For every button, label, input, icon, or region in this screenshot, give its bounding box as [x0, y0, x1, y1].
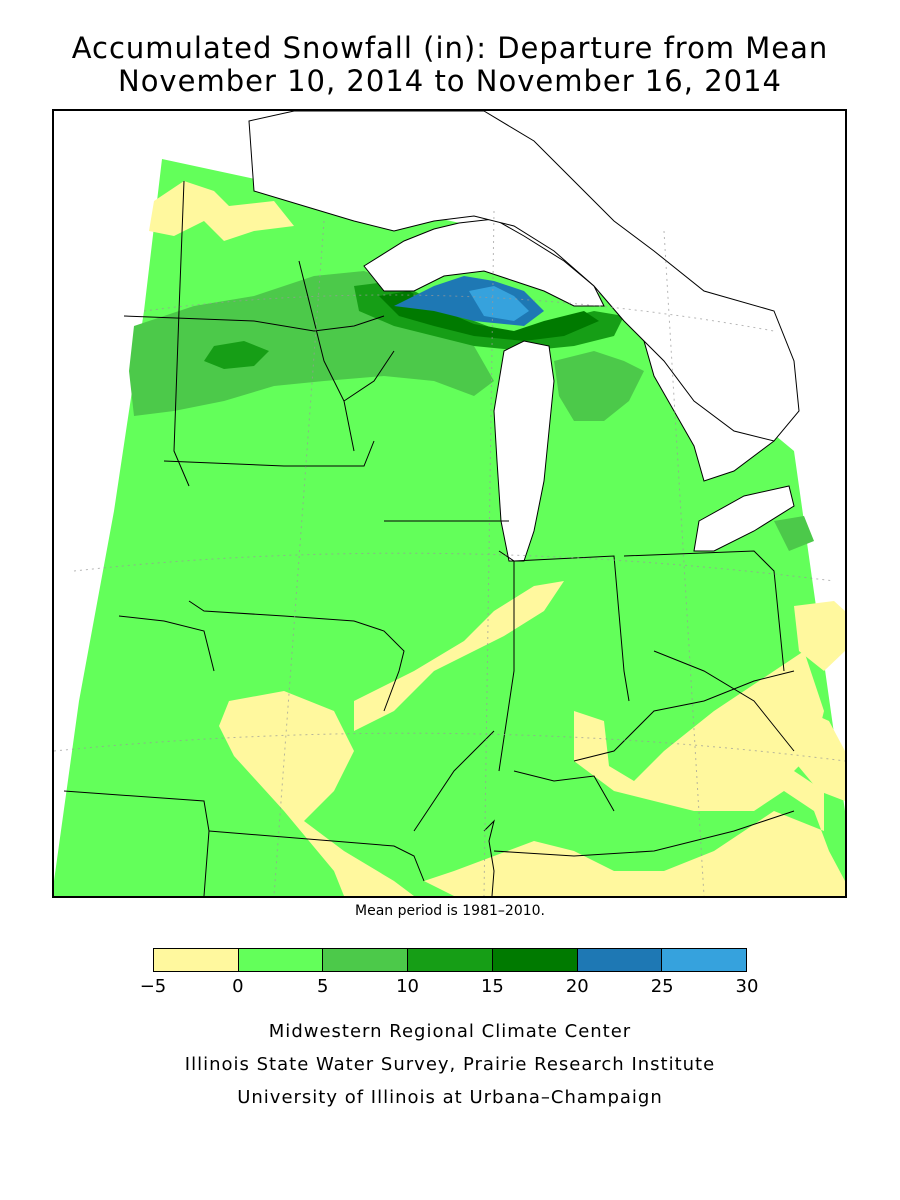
legend-tick-label: 30 [735, 976, 759, 997]
lake-michigan [493, 340, 555, 562]
below-normal-zone-southwest [219, 691, 414, 896]
legend-tick-label: 5 [316, 976, 329, 997]
below-normal-zone-northwest [149, 181, 294, 241]
legend-ticks: −5 0 5 10 15 20 25 30 [140, 976, 759, 998]
legend-swatch [238, 949, 324, 971]
departure-15-20-superior [379, 291, 599, 341]
color-legend [153, 948, 747, 972]
legend-swatch [154, 949, 239, 971]
legend-tick-label: −5 [139, 976, 167, 997]
departure-5-10-michigan [554, 351, 644, 421]
lake-erie [693, 485, 795, 552]
snowfall-departure-map [54, 111, 845, 896]
legend-tick-label: 10 [396, 976, 420, 997]
graticule [54, 210, 845, 896]
lake-superior [363, 218, 605, 307]
map-title: Accumulated Snowfall (in): Departure fro… [71, 31, 829, 65]
below-normal-zone-kentucky [784, 701, 845, 801]
legend-tick-label: 20 [565, 976, 589, 997]
credit-mrcc: Midwestern Regional Climate Center [268, 1021, 632, 1042]
credit-uiuc: University of Illinois at Urbana–Champai… [237, 1087, 663, 1108]
mean-period-note: Mean period is 1981–2010. [355, 903, 545, 919]
legend-tick-label: 0 [232, 976, 244, 997]
below-normal-zone-ohio [794, 601, 845, 671]
legend-swatch [323, 949, 409, 971]
legend-swatch [577, 949, 663, 971]
canada-land [248, 111, 800, 442]
legend-swatch [492, 949, 578, 971]
departure-10-15-core [204, 341, 269, 369]
departure-5-10-east [774, 516, 814, 551]
map-panel [52, 109, 847, 898]
state-boundaries [63, 180, 795, 896]
below-normal-zone-southeast [424, 651, 845, 896]
departure-25-30-lake-superior [469, 286, 529, 321]
legend-tick-label: 25 [650, 976, 674, 997]
legend-swatch [408, 949, 493, 971]
legend-tick-label: 15 [480, 976, 504, 997]
map-date-range: November 10, 2014 to November 16, 2014 [118, 64, 782, 98]
legend-swatch [662, 949, 747, 971]
below-normal-zone-central [354, 581, 564, 731]
credit-isws: Illinois State Water Survey, Prairie Res… [184, 1054, 716, 1075]
